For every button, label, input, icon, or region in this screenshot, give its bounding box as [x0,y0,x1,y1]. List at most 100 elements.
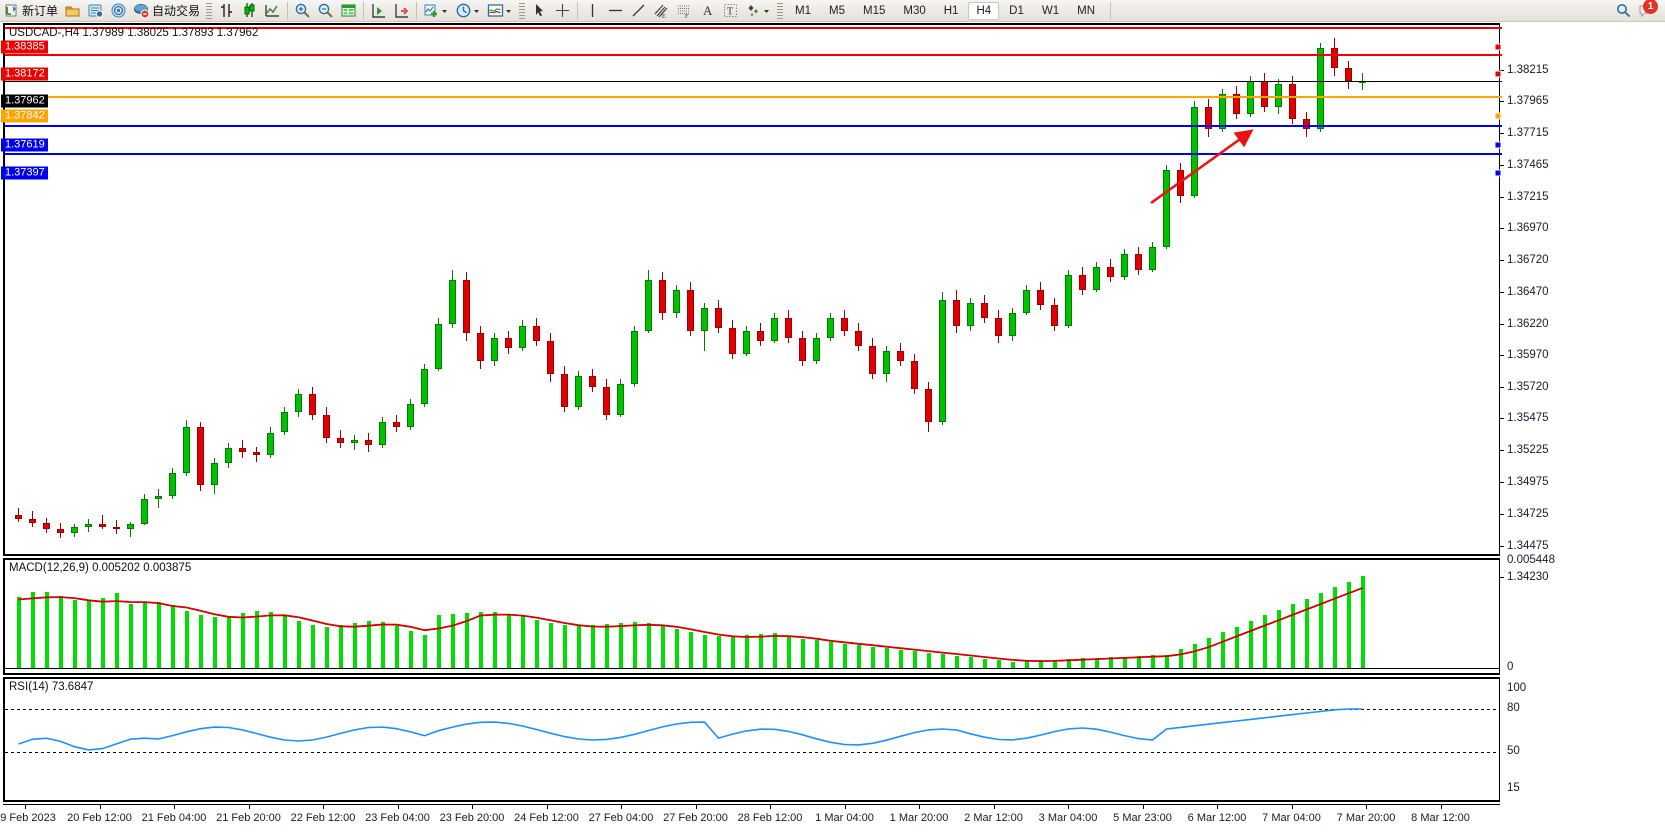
macd-bar [688,632,693,668]
price-tag-entry[interactable]: 1.37842 [1,109,48,123]
candle-body [113,526,120,530]
candle-body [351,440,358,443]
vertical-line-button[interactable] [581,1,604,21]
rsi-indicator-panel[interactable]: RSI(14) 73.6847 [3,677,1500,802]
line-chart-button[interactable] [261,1,284,21]
price-scale[interactable]: 1.38215 1.37965 1.37715 1.37465 1.37215 1.369… [1500,45,1665,802]
macd-bar [1066,659,1071,668]
price-line-handle[interactable] [1494,43,1502,51]
macd-bar [632,622,637,668]
bar-chart-icon [218,2,235,19]
timeframe-d1-button[interactable]: D1 [1009,4,1024,17]
macd-bar [16,596,21,668]
data-window-button[interactable] [337,1,360,21]
timeframe-m5-button[interactable]: M5 [829,4,845,17]
timeframe-h1-button[interactable]: H1 [943,4,959,17]
notifications-button[interactable]: 1 [1635,0,1659,21]
bar-chart-button[interactable] [215,1,238,21]
timeframe-h4-button[interactable]: H4 [968,1,1000,20]
macd-bar [128,604,133,668]
toolbar-grip-3[interactable] [777,2,784,19]
candle-body [1023,289,1030,313]
timeframe-m1-button[interactable]: M1 [795,4,812,17]
price-line-resistance[interactable] [5,54,1502,57]
folder-button[interactable] [61,1,84,21]
svg-text:F: F [685,14,689,19]
price-line-handle[interactable] [1494,169,1502,177]
signals-button[interactable] [107,1,130,21]
price-tag-current-price[interactable]: 1.37962 [1,94,48,108]
toolbar-grip-2[interactable] [519,2,526,19]
macd-indicator-panel[interactable]: MACD(12,26,9) 0.005202 0.003875 [3,558,1502,677]
crosshair-button[interactable] [551,1,574,21]
macd-bar [814,640,819,668]
macd-tick-label: 0 [1507,661,1514,673]
price-tag-resistance[interactable]: 1.38172 [1,67,48,81]
search-icon [1615,2,1632,19]
price-line-handle[interactable] [1494,112,1502,120]
macd-bar [156,602,161,668]
price-line-handle[interactable] [1494,141,1502,149]
timeframe-mn-button[interactable]: MN [1077,4,1095,17]
macd-bar [240,613,245,668]
search-button[interactable] [1612,1,1635,21]
metaeditor-button[interactable] [84,1,107,21]
time-tick [1366,805,1367,809]
price-line-entry[interactable] [5,96,1502,99]
chevron-down-icon[interactable] [472,2,481,19]
fibonacci-button[interactable]: F [673,1,696,21]
candle-body [505,338,512,349]
horizontal-line-button[interactable] [604,1,627,21]
price-line-resistance[interactable] [5,27,1502,29]
chart-shift-button[interactable] [390,1,413,21]
price-tick [1500,69,1504,71]
price-line-handle[interactable] [1494,70,1502,78]
objects-button[interactable] [742,1,774,21]
timeframe-m15-button[interactable]: M15 [863,4,886,17]
trendline-button[interactable] [627,1,650,21]
timeframe-w1-button[interactable]: W1 [1041,4,1060,17]
macd-histogram [5,560,1502,677]
time-tick-label: 28 Feb 12:00 [737,812,803,824]
macd-bar [1304,598,1309,668]
cursor-button[interactable] [528,1,551,21]
price-tag-support[interactable]: 1.37619 [1,138,48,152]
main-toolbar[interactable]: 新订单 自动交易 [0,0,1665,22]
price-line-current-price[interactable] [5,80,1502,82]
chart-area[interactable]: USDCAD-,H4 1.37989 1.38025 1.37893 1.379… [0,22,1665,839]
macd-bar [1318,593,1323,668]
autotrade-button[interactable]: 自动交易 [130,1,203,21]
auto-scroll-button[interactable] [367,1,390,21]
zoom-out-icon [317,2,334,19]
new-order-button[interactable]: 新订单 [0,1,61,21]
text-button[interactable]: A [696,1,719,21]
candle-body [15,515,22,520]
macd-bar [58,595,63,668]
zoom-out-button[interactable] [314,1,337,21]
zoom-in-button[interactable] [291,1,314,21]
chevron-down-icon[interactable] [504,2,513,19]
price-tag-support[interactable]: 1.37397 [1,166,48,180]
time-tick-label: 21 Feb 20:00 [216,812,281,824]
price-line-support[interactable] [5,152,1502,155]
candle-body [211,463,218,485]
equidistant-channel-button[interactable]: E [650,1,673,21]
time-axis[interactable]: 19 Feb 2023 20 Feb 12:00 21 Feb 04:00 21 Fe… [0,804,1500,838]
chevron-down-icon[interactable] [762,2,771,19]
price-tick-label: 1.34975 [1507,476,1549,489]
candlestick-chart-button[interactable] [238,1,261,21]
templates-button[interactable] [484,1,516,21]
macd-bar [534,619,539,668]
timeframe-group[interactable]: M1 M5 M15 M30 H1 H4 D1 W1 MN [786,1,1104,20]
price-chart-panel[interactable]: USDCAD-,H4 1.37989 1.38025 1.37893 1.379… [3,23,1502,556]
timeframe-m30-button[interactable]: M30 [903,4,926,17]
macd-bar [730,636,735,668]
toolbar-grip-1[interactable] [206,2,213,19]
price-line-support[interactable] [5,124,1502,127]
price-tag-resistance[interactable]: 1.38385 [1,40,48,54]
indicators-button[interactable] [420,1,452,21]
text-label-button[interactable]: T [719,1,742,21]
price-tick [1500,291,1504,293]
period-button[interactable] [452,1,484,21]
chevron-down-icon[interactable] [440,2,449,19]
